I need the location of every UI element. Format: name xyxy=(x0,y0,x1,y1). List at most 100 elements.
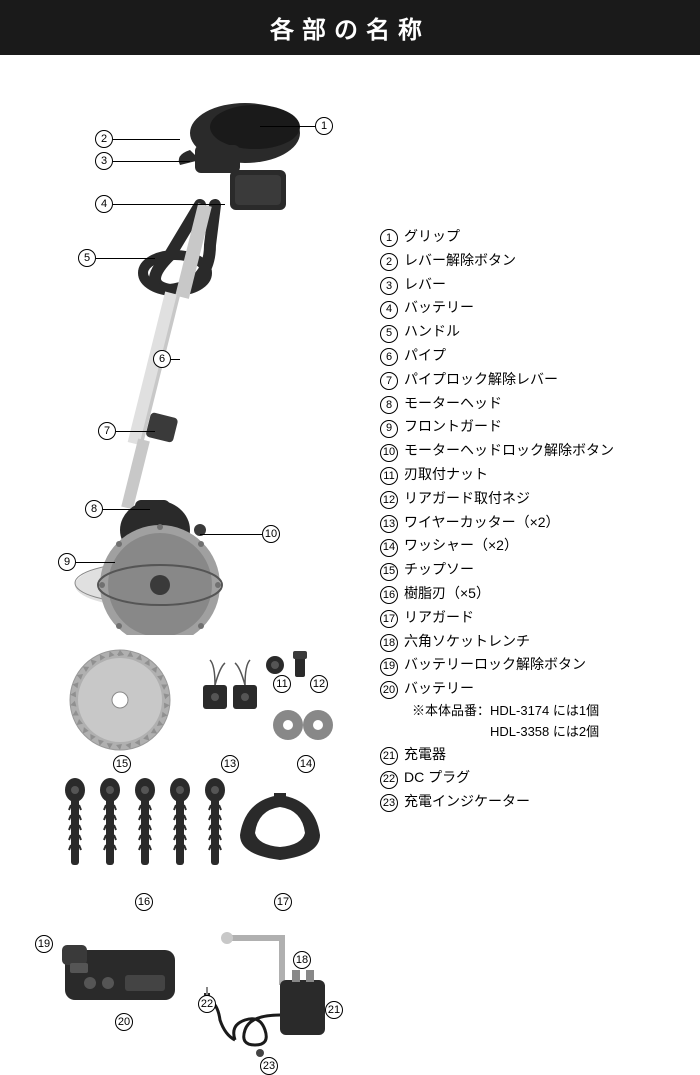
legend-item: 9フロントガード xyxy=(380,415,690,439)
legend-label: ワイヤーカッター（×2） xyxy=(404,511,560,535)
legend-number: 7 xyxy=(380,372,398,390)
callout-number: 11 xyxy=(273,675,291,693)
callout-number: 6 xyxy=(153,350,171,368)
legend-number: 13 xyxy=(380,515,398,533)
callout-number: 8 xyxy=(85,500,103,518)
callout: 19 xyxy=(35,935,53,953)
legend-item: 6パイプ xyxy=(380,344,690,368)
legend-label: 樹脂刃（×5） xyxy=(404,582,490,606)
legend-label: 六角ソケットレンチ xyxy=(404,630,530,654)
leader-line xyxy=(96,258,155,259)
legend-item: 1グリップ xyxy=(380,225,690,249)
callout: 13 xyxy=(221,755,239,773)
washers-illustration xyxy=(270,705,340,745)
callout: 20 xyxy=(115,1013,133,1031)
legend-number: 1 xyxy=(380,229,398,247)
legend-label: バッテリー xyxy=(404,296,474,320)
legend-note: ※本体品番：HDL-3174 には1個 xyxy=(412,701,690,722)
leader-line xyxy=(116,431,155,432)
legend-label: リアガード xyxy=(404,606,474,630)
legend-number: 5 xyxy=(380,325,398,343)
callout: 4 xyxy=(95,195,113,213)
callout-number: 3 xyxy=(95,152,113,170)
callout-number: 18 xyxy=(293,951,311,969)
legend-item: 11刃取付ナット xyxy=(380,463,690,487)
leader-line xyxy=(113,139,180,140)
legend-label: チップソー xyxy=(404,558,474,582)
leader-line xyxy=(260,126,315,127)
callout: 11 xyxy=(273,675,291,693)
callout-number: 2 xyxy=(95,130,113,148)
legend-item: 5 ハンドル xyxy=(380,320,690,344)
legend-item: 20 バッテリー xyxy=(380,677,690,701)
callout: 21 xyxy=(325,1001,343,1019)
legend-item: 16 樹脂刃（×5） xyxy=(380,582,690,606)
callout-number: 4 xyxy=(95,195,113,213)
callout: 9 xyxy=(58,553,76,571)
callout-number: 19 xyxy=(35,935,53,953)
chipsaw-teeth xyxy=(60,645,180,765)
legend-number: 20 xyxy=(380,681,398,699)
legend-label: 充電インジケーター xyxy=(404,790,530,814)
legend-label: ハンドル xyxy=(404,320,460,344)
leader-line xyxy=(113,161,190,162)
legend-number: 10 xyxy=(380,444,398,462)
legend-number: 17 xyxy=(380,610,398,628)
leader-line xyxy=(200,534,262,535)
legend-item: 8モーターヘッド xyxy=(380,392,690,416)
legend-number: 14 xyxy=(380,539,398,557)
legend-label: モーターヘッドロック解除ボタン xyxy=(404,439,614,463)
legend-item: 4 バッテリー xyxy=(380,296,690,320)
legend-item: 19バッテリーロック解除ボタン xyxy=(380,653,690,677)
legend-number: 15 xyxy=(380,563,398,581)
trimmer-illustration xyxy=(0,55,360,635)
legend-item: 21充電器 xyxy=(380,743,690,767)
callout: 12 xyxy=(310,675,328,693)
legend-label: リアガード取付ネジ xyxy=(404,487,530,511)
legend-number: 16 xyxy=(380,586,398,604)
legend-number: 4 xyxy=(380,301,398,319)
legend-number: 22 xyxy=(380,771,398,789)
rearguard-illustration xyxy=(230,785,330,875)
callout: 5 xyxy=(78,249,96,267)
legend-label: バッテリー xyxy=(404,677,474,701)
legend-item: 23 充電インジケーター xyxy=(380,790,690,814)
callout: 16 xyxy=(135,893,153,911)
callout-number: 20 xyxy=(115,1013,133,1031)
legend-number: 11 xyxy=(380,467,398,485)
callout: 14 xyxy=(297,755,315,773)
legend-item: 13 ワイヤーカッター（×2） xyxy=(380,511,690,535)
legend-item: 2 レバー解除ボタン xyxy=(380,249,690,273)
callout-number: 22 xyxy=(198,995,216,1013)
legend-number: 2 xyxy=(380,253,398,271)
leader-line xyxy=(171,359,180,360)
legend-label: パイプ xyxy=(404,344,446,368)
legend-number: 3 xyxy=(380,277,398,295)
battery-illustration xyxy=(50,935,190,1015)
legend-number: 23 xyxy=(380,794,398,812)
legend-label: レバー解除ボタン xyxy=(404,249,516,273)
legend-item: 12リアガード取付ネジ xyxy=(380,487,690,511)
callout-number: 14 xyxy=(297,755,315,773)
diagram-area: 12345678910 11121314151617181920212223 xyxy=(0,55,360,1063)
callout-number: 13 xyxy=(221,755,239,773)
legend-label: DC プラグ xyxy=(404,766,470,790)
callout-number: 16 xyxy=(135,893,153,911)
leader-line xyxy=(113,204,225,205)
legend-item: 7 パイプロック解除レバー xyxy=(380,368,690,392)
callout-number: 12 xyxy=(310,675,328,693)
resin-blades-illustration xyxy=(55,775,235,885)
callout: 10 xyxy=(262,525,280,543)
callout-number: 1 xyxy=(315,117,333,135)
legend-number: 18 xyxy=(380,634,398,652)
charger-illustration xyxy=(200,965,340,1065)
page-title: 各部の名称 xyxy=(0,0,700,55)
legend-number: 8 xyxy=(380,396,398,414)
callout: 7 xyxy=(98,422,116,440)
leader-line xyxy=(103,509,150,510)
callout: 6 xyxy=(153,350,171,368)
callout: 18 xyxy=(293,951,311,969)
legend-label: パイプロック解除レバー xyxy=(404,368,558,392)
legend-item: 17 リアガード xyxy=(380,606,690,630)
legend-item: 22 DC プラグ xyxy=(380,766,690,790)
